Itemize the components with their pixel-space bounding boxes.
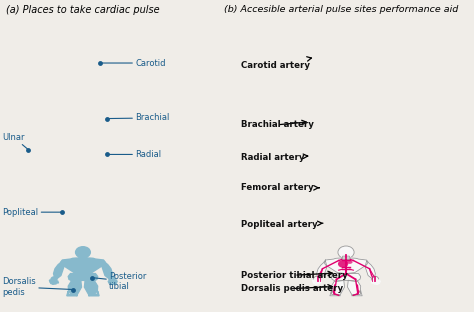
Polygon shape [331, 280, 345, 295]
Text: Dorsalis
pedis: Dorsalis pedis [2, 277, 73, 297]
Polygon shape [110, 282, 113, 284]
Polygon shape [49, 280, 52, 282]
Text: (b) Accesible arterial pulse sites performance aid: (b) Accesible arterial pulse sites perfo… [224, 5, 458, 14]
Polygon shape [319, 281, 321, 283]
Polygon shape [371, 281, 374, 283]
Text: Posterior
tibial: Posterior tibial [92, 272, 146, 291]
Polygon shape [79, 256, 87, 260]
Ellipse shape [313, 276, 321, 283]
Text: Dorsalis pedis artery: Dorsalis pedis artery [241, 284, 343, 293]
Polygon shape [102, 261, 112, 278]
Polygon shape [317, 261, 327, 278]
Polygon shape [324, 258, 368, 274]
Polygon shape [317, 282, 319, 284]
Polygon shape [365, 261, 375, 278]
Polygon shape [375, 282, 378, 284]
Polygon shape [313, 281, 316, 284]
Polygon shape [84, 280, 98, 295]
Text: Radial artery: Radial artery [241, 153, 308, 162]
Text: Brachial: Brachial [107, 114, 170, 122]
Text: Femoral artery: Femoral artery [241, 183, 319, 192]
Polygon shape [61, 258, 105, 274]
Text: Radial: Radial [107, 150, 161, 159]
Ellipse shape [347, 260, 353, 264]
Polygon shape [374, 282, 376, 284]
Polygon shape [315, 282, 317, 284]
Text: Carotid: Carotid [100, 59, 165, 67]
Polygon shape [352, 291, 362, 296]
Polygon shape [50, 281, 53, 284]
Text: Ulnar: Ulnar [2, 133, 28, 150]
Text: Carotid artery: Carotid artery [241, 57, 311, 70]
Polygon shape [56, 281, 58, 283]
Polygon shape [54, 282, 56, 284]
Ellipse shape [338, 260, 348, 268]
Ellipse shape [108, 276, 116, 283]
Text: (a) Places to take cardiac pulse: (a) Places to take cardiac pulse [6, 5, 160, 15]
Ellipse shape [371, 276, 379, 283]
Polygon shape [89, 291, 99, 296]
Polygon shape [331, 274, 361, 281]
Polygon shape [114, 281, 117, 284]
Polygon shape [68, 274, 98, 281]
Polygon shape [108, 281, 110, 283]
Polygon shape [67, 291, 77, 296]
Polygon shape [377, 281, 380, 284]
Polygon shape [347, 280, 361, 295]
Text: Popliteal: Popliteal [2, 208, 62, 217]
Polygon shape [115, 280, 117, 282]
Polygon shape [312, 280, 315, 282]
Ellipse shape [50, 276, 58, 283]
Polygon shape [342, 256, 350, 260]
Polygon shape [54, 261, 64, 278]
Ellipse shape [75, 246, 91, 259]
Text: Brachial artery: Brachial artery [241, 120, 314, 129]
Polygon shape [68, 280, 82, 295]
Ellipse shape [338, 246, 354, 259]
Polygon shape [330, 291, 340, 296]
Polygon shape [378, 280, 380, 282]
Polygon shape [52, 282, 54, 284]
Text: Popliteal artery: Popliteal artery [241, 220, 323, 229]
Polygon shape [112, 282, 115, 284]
Text: Posterior tibial artery: Posterior tibial artery [241, 271, 347, 280]
